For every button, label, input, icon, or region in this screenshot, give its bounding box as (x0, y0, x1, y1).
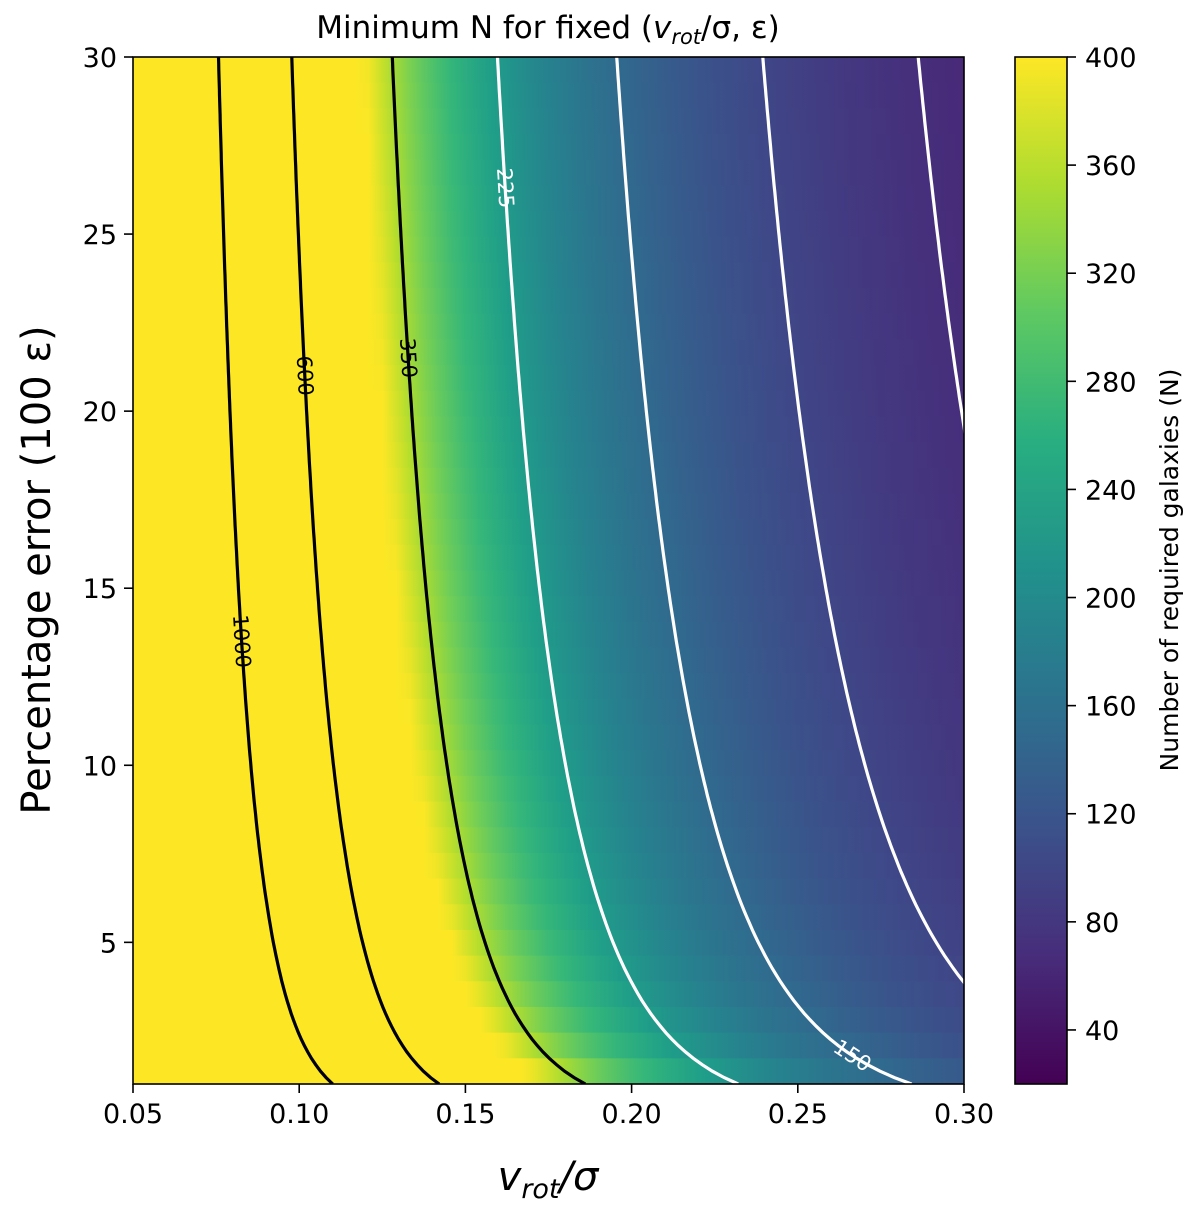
colorbar-tick-label: 320 (1085, 259, 1137, 290)
x-tick-label: 0.15 (435, 1099, 495, 1130)
heatmap-row (133, 904, 964, 931)
heatmap-row (133, 236, 964, 264)
plot-area-frame (132, 56, 965, 1085)
heatmap-row (133, 852, 964, 880)
x-tick-label: 0.05 (103, 1099, 163, 1130)
contour-line-1000 (216, 57, 334, 1084)
heatmap-row (133, 981, 964, 1008)
heatmap-row (133, 134, 964, 161)
heatmap-row (133, 827, 964, 854)
heatmap-row (133, 313, 964, 341)
x-axis-label: vrot/σ (498, 1154, 600, 1205)
heatmap-row (133, 724, 964, 752)
heatmap (133, 57, 964, 1084)
heatmap-row (133, 750, 964, 777)
colorbar-tick-label: 360 (1085, 151, 1137, 182)
heatmap-row (133, 108, 964, 136)
colorbar-tick-label: 160 (1085, 692, 1137, 723)
heatmap-row (133, 442, 964, 469)
heatmap-row (133, 185, 964, 213)
y-tick-label: 10 (83, 751, 117, 782)
x-tick-label: 0.25 (768, 1099, 828, 1130)
heatmap-row (133, 596, 964, 623)
x-tick-label: 0.30 (934, 1099, 994, 1130)
colorbar-tick-label: 40 (1085, 1016, 1119, 1047)
y-tick-label: 15 (83, 574, 117, 605)
chart-title: Minimum N for fixed (vrot/σ, ε) (316, 10, 779, 49)
y-tick-label: 20 (83, 397, 117, 428)
contour-line-100 (761, 57, 964, 985)
heatmap-row (133, 519, 964, 546)
contour-label-600: 600 (292, 355, 318, 396)
y-tick-label: 5 (100, 928, 117, 959)
contour-label-1000: 1000 (228, 614, 255, 669)
contour-line-600 (290, 57, 441, 1084)
heatmap-row (133, 365, 964, 392)
x-axis: 0.05 0.10 0.15 0.20 0.25 0.30 (103, 1084, 994, 1130)
heatmap-row (133, 493, 964, 521)
y-axis: 5 10 15 20 25 30 (83, 43, 133, 959)
colorbar-tick-label: 80 (1085, 908, 1119, 939)
colorbar (1014, 56, 1068, 1085)
contour-line-350 (390, 57, 587, 1084)
colorbar-tick-label: 400 (1085, 43, 1137, 74)
heatmap-row (133, 673, 964, 700)
x-tick-label: 0.10 (269, 1099, 329, 1130)
heatmap-row (133, 82, 964, 110)
heatmap-row (133, 288, 964, 315)
colorbar-label: Number of required galaxies (N) (1155, 369, 1184, 772)
heatmap-row (133, 159, 964, 187)
heatmap-row (133, 467, 964, 495)
colorbar-ticks: 40 80 120 160 200 240 280 320 360 400 (1067, 43, 1137, 1047)
heatmap-row (133, 878, 964, 906)
contour-lines (216, 57, 964, 1084)
heatmap-row (133, 1058, 964, 1084)
contour-line-225 (495, 57, 739, 1084)
contour-label-350: 350 (395, 337, 421, 379)
y-tick-label: 30 (83, 43, 117, 74)
colorbar-tick-label: 200 (1085, 584, 1137, 615)
y-tick-label: 25 (83, 220, 117, 251)
y-axis-label: Percentage error (100 ε) (14, 325, 60, 814)
colorbar-tick-label: 120 (1085, 800, 1137, 831)
heatmap-row (133, 57, 964, 84)
heatmap-row (133, 698, 964, 726)
heatmap-row (133, 339, 964, 367)
contour-line-150 (615, 57, 913, 1084)
heatmap-row (133, 211, 964, 238)
heatmap-row (133, 801, 964, 829)
heatmap-row (133, 416, 964, 444)
colorbar-tick-label: 240 (1085, 475, 1137, 506)
colorbar-tick-label: 280 (1085, 367, 1137, 398)
heatmap-row (133, 929, 964, 957)
x-tick-label: 0.20 (602, 1099, 662, 1130)
contour-label-225: 225 (492, 167, 518, 209)
heatmap-row (133, 544, 964, 572)
heatmap-row (133, 775, 964, 803)
heatmap-row (133, 621, 964, 649)
heatmap-row (133, 570, 964, 598)
heatmap-row (133, 955, 964, 983)
heatmap-row (133, 262, 964, 290)
heatmap-row (133, 1006, 964, 1034)
heatmap-row (133, 390, 964, 418)
contour-line-70 (916, 57, 964, 438)
